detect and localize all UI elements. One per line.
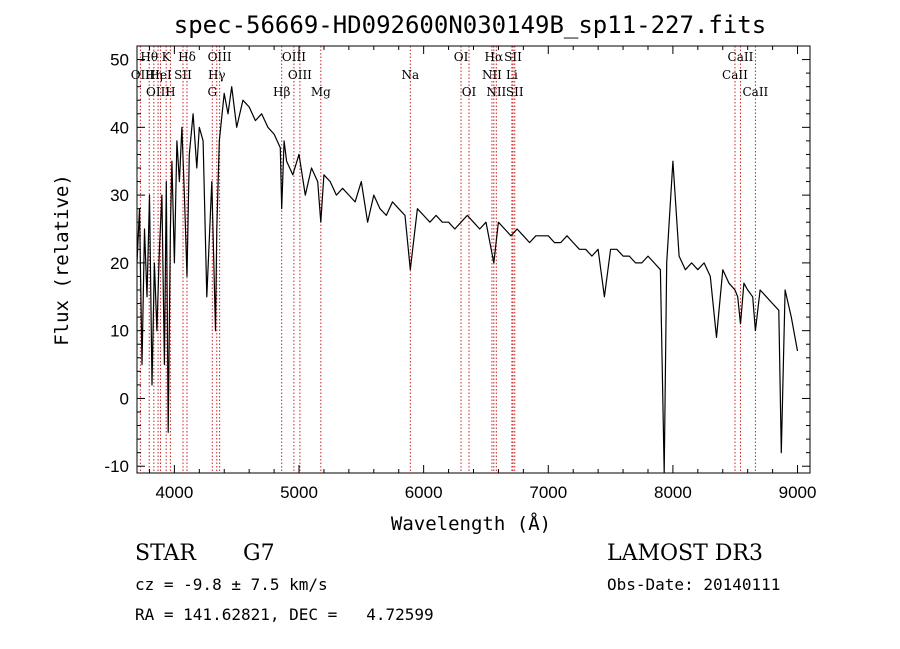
x-axis-label: Wavelength (Å) [391,512,551,535]
line-label-OI: OI [462,85,477,99]
line-label-OIII: OIII [146,85,170,99]
x-tick-label: 9000 [779,483,817,502]
line-label-NII: NII [486,85,506,99]
line-label-K: K [162,50,172,64]
line-label-Hθ: Hθ [140,50,158,64]
survey-name: LAMOST DR3 [607,541,763,566]
line-label-Hη: Hη [145,68,163,82]
y-tick-label: 20 [110,254,129,273]
plot-frame [136,45,811,474]
x-tick-label: 8000 [654,483,692,502]
y-tick-label: 40 [110,118,129,137]
x-tick-label: 7000 [529,483,567,502]
line-label-SII: SII [506,85,524,99]
y-tick-label: 30 [110,186,129,205]
series-spectrum [137,86,799,473]
line-label-HeI: HeI [149,68,172,82]
line-label-Na: Na [401,68,419,82]
y-axis: -10 0 10 20 30 40 50 [104,51,810,476]
line-label-Hγ: Hγ [208,68,226,82]
chart-title: spec-56669-HD092600N030149B_sp11-227.fit… [174,11,766,39]
line-label-CaII: CaII [722,68,748,82]
line-label-SII: SII [174,68,192,82]
redshift-cz: cz = -9.8 ± 7.5 km/s [135,575,328,594]
line-label-Hδ: Hδ [178,50,196,64]
line-label-CaII: CaII [742,85,768,99]
series-layer [137,86,799,473]
x-tick-label: 6000 [405,483,443,502]
line-label-OIII: OIII [282,50,306,64]
line-label-NII: NII [482,68,502,82]
y-axis-label: Flux (relative) [51,174,73,346]
line-label-OII: OII [131,68,151,82]
x-axis: 4000 5000 6000 7000 8000 9000 [148,46,817,502]
line-label-OI: OI [454,50,469,64]
line-label-Hα: Hα [485,50,504,64]
line-label-H: H [165,85,175,99]
line-label-SII: SII [504,50,522,64]
y-tick-label: 50 [110,51,129,70]
y-tick-label: -10 [104,457,129,476]
ra-dec: RA = 141.62821, DEC = 4.72599 [135,605,434,624]
y-tick-label: 10 [110,322,129,341]
line-label-OIII: OIII [208,50,232,64]
line-label-G: G [207,85,217,99]
x-tick-label: 5000 [280,483,318,502]
x-tick-label: 4000 [155,483,193,502]
y-tick-label: 0 [120,389,129,408]
line-label-Li: Li [506,68,518,82]
obs-date: Obs-Date: 20140111 [607,575,780,594]
line-label-OIII: OIII [288,68,312,82]
line-label-Hβ: Hβ [273,85,290,99]
line-label-CaII: CaII [728,50,754,64]
object-type: STAR [135,541,197,566]
object-subclass: G7 [243,541,275,566]
line-label-Mg: Mg [311,85,331,99]
